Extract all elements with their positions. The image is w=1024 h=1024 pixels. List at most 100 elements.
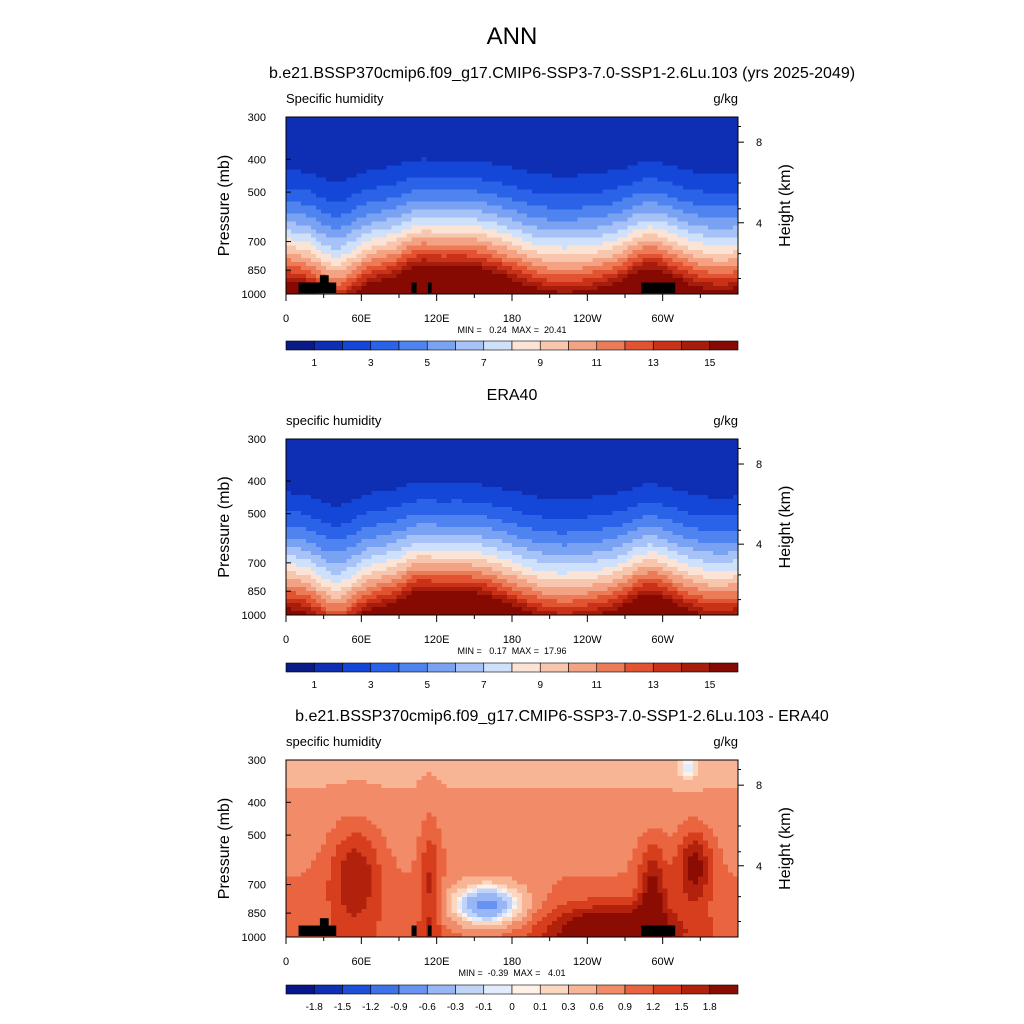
contour-cell <box>702 459 709 464</box>
contour-cell <box>517 447 523 452</box>
contour-cell <box>471 261 478 267</box>
contour-cell <box>567 137 573 142</box>
contour-cell <box>512 225 518 231</box>
contour-cell <box>597 439 603 444</box>
contour-cell <box>687 253 694 259</box>
contour-cell <box>411 145 418 150</box>
contour-cell <box>647 117 654 122</box>
contour-cell <box>296 455 302 460</box>
contour-cell <box>562 125 568 130</box>
contour-cell <box>612 249 619 255</box>
contour-cell <box>501 439 508 444</box>
contour-cell <box>722 285 729 291</box>
contour-cell <box>311 121 317 126</box>
contour-cell <box>376 471 383 476</box>
contour-cell <box>617 209 624 215</box>
contour-cell <box>351 165 357 170</box>
contour-cell <box>592 173 598 178</box>
contour-cell <box>431 471 438 476</box>
contour-cell <box>376 189 383 195</box>
contour-cell <box>567 161 573 166</box>
contour-cell <box>386 169 393 174</box>
contour-cell <box>517 471 523 476</box>
contour-cell <box>451 233 458 239</box>
contour-cell <box>371 217 377 223</box>
contour-cell <box>582 447 588 452</box>
contour-cell <box>732 281 739 287</box>
contour-cell <box>622 173 629 178</box>
contour-cell <box>401 261 408 267</box>
contour-cell <box>336 467 342 472</box>
contour-cell <box>311 145 317 150</box>
contour-cell <box>476 137 483 142</box>
contour-cell <box>677 221 684 227</box>
contour-cell <box>506 463 513 468</box>
contour-cell <box>617 149 624 154</box>
contour-cell <box>316 133 322 138</box>
contour-cell <box>331 245 337 251</box>
contour-cell <box>572 177 578 182</box>
contour-cell <box>557 463 563 468</box>
contour-cell <box>341 141 347 146</box>
contour-cell <box>522 439 528 444</box>
contour-cell <box>446 229 453 235</box>
contour-cell <box>687 125 694 130</box>
contour-cell <box>456 153 463 158</box>
contour-cell <box>351 177 357 182</box>
contour-cell <box>456 117 463 122</box>
contour-cell <box>637 467 644 472</box>
contour-cell <box>291 121 297 126</box>
contour-cell <box>326 201 332 207</box>
contour-cell <box>346 447 352 452</box>
contour-cell <box>567 475 573 480</box>
contour-cell <box>712 197 719 203</box>
contour-cell <box>547 193 553 199</box>
contour-cell <box>491 237 498 243</box>
contour-cell <box>356 185 362 191</box>
contour-cell <box>311 455 317 460</box>
contour-cell <box>552 177 558 182</box>
contour-cell <box>446 145 453 150</box>
contour-cell <box>331 121 337 126</box>
contour-cell <box>627 209 634 215</box>
contour-cell <box>632 181 639 186</box>
contour-cell <box>401 257 408 263</box>
contour-cell <box>356 269 362 275</box>
contour-cell <box>572 125 578 130</box>
contour-cell <box>491 153 498 158</box>
contour-cell <box>632 447 639 452</box>
contour-cell <box>722 463 729 468</box>
contour-cell <box>291 225 297 231</box>
contour-cell <box>662 137 669 142</box>
contour-cell <box>416 471 423 476</box>
contour-cell <box>461 221 468 227</box>
contour-cell <box>727 145 734 150</box>
contour-cell <box>471 193 478 199</box>
contour-cell <box>436 153 443 158</box>
contour-cell <box>522 257 528 263</box>
contour-cell <box>562 277 568 283</box>
contour-cell <box>311 475 317 480</box>
contour-cell <box>496 201 503 207</box>
contour-cell <box>602 447 609 452</box>
contour-cell <box>682 475 689 480</box>
contour-cell <box>552 205 558 211</box>
contour-cell <box>702 201 709 207</box>
contour-cell <box>466 241 473 247</box>
contour-cell <box>331 475 337 480</box>
contour-cell <box>627 229 634 235</box>
contour-cell <box>522 205 528 211</box>
contour-cell <box>471 161 478 166</box>
contour-cell <box>456 169 463 174</box>
contour-cell <box>677 145 684 150</box>
contour-cell <box>506 129 513 134</box>
contour-cell <box>396 141 403 146</box>
contour-cell <box>466 141 473 146</box>
contour-cell <box>471 177 478 182</box>
contour-cell <box>677 165 684 170</box>
contour-cell <box>401 145 408 150</box>
contour-cell <box>471 137 478 142</box>
contour-cell <box>446 121 453 126</box>
contour-cell <box>401 149 408 154</box>
contour-cell <box>451 261 458 267</box>
